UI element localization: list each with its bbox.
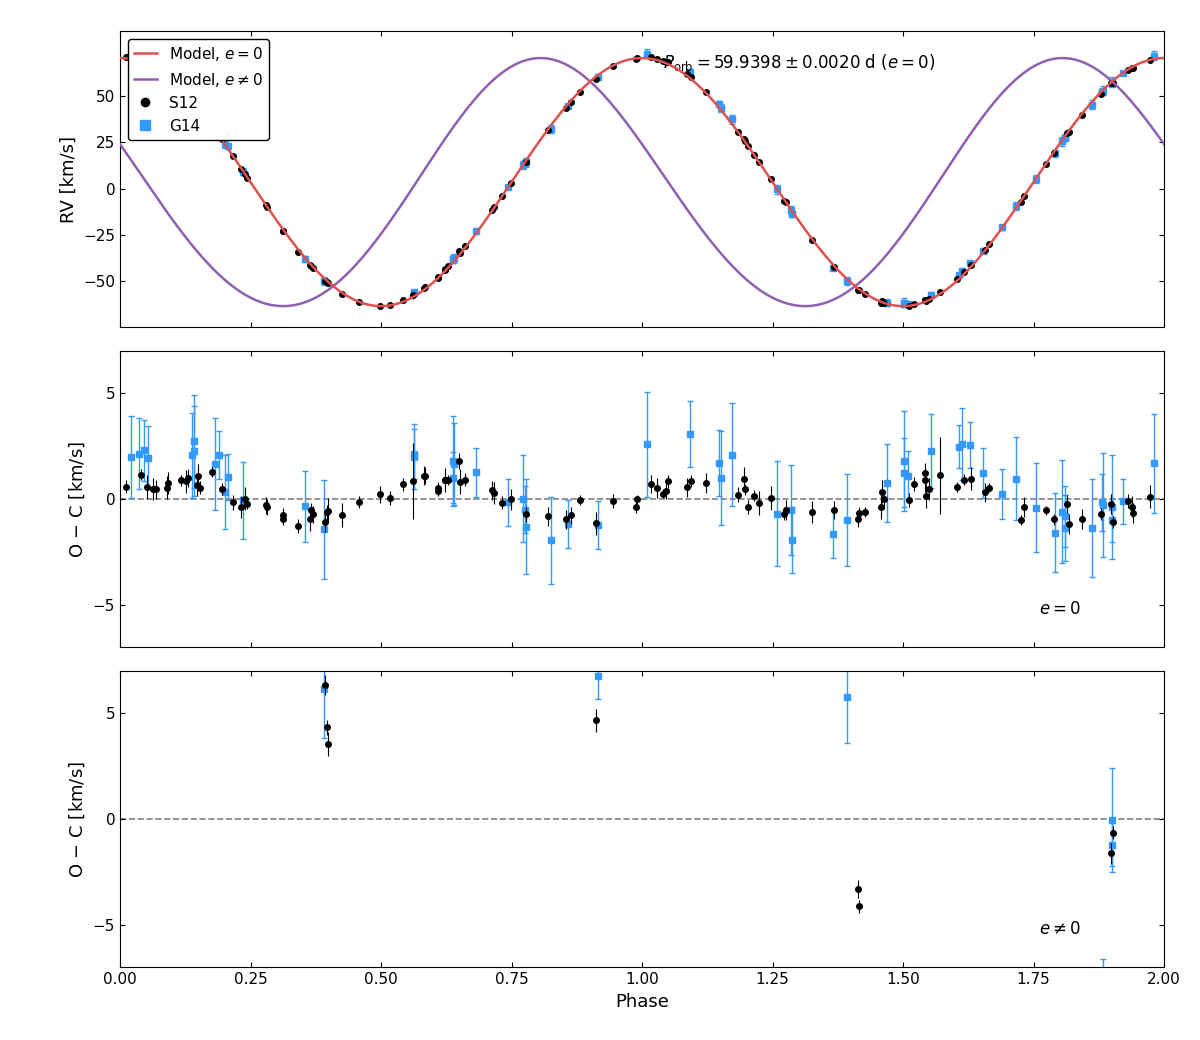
Y-axis label: O $-$ C [km/s]: O $-$ C [km/s] bbox=[67, 760, 88, 878]
Y-axis label: RV [km/s]: RV [km/s] bbox=[60, 136, 78, 223]
Legend: Model, $e=0$, Model, $e\neq0$, S12, G14: Model, $e=0$, Model, $e\neq0$, S12, G14 bbox=[127, 38, 269, 140]
Text: $P_{\mathrm{orb}} = 59.9398 \pm 0.0020$ d $(e=0)$: $P_{\mathrm{orb}} = 59.9398 \pm 0.0020$ … bbox=[662, 52, 936, 73]
Text: $e\neq0$: $e\neq0$ bbox=[1039, 919, 1081, 938]
Text: $e=0$: $e=0$ bbox=[1039, 600, 1081, 618]
X-axis label: Phase: Phase bbox=[616, 992, 668, 1011]
Y-axis label: O $-$ C [km/s]: O $-$ C [km/s] bbox=[67, 441, 88, 557]
